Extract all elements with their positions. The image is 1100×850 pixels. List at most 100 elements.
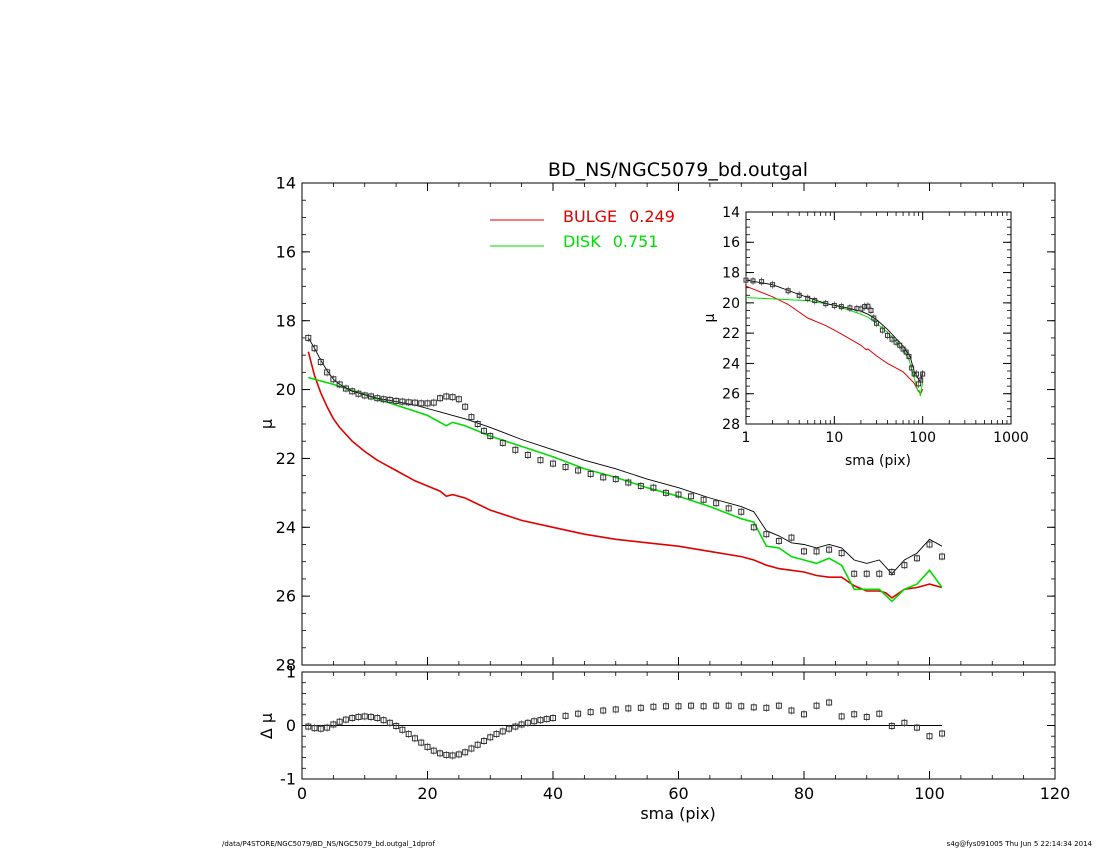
residual-y-axis-label: Δ μ: [257, 713, 276, 739]
data-point: [305, 334, 312, 341]
data-point: [380, 396, 387, 403]
data-point: [612, 706, 619, 713]
inset-x-axis-label: sma (pix): [845, 453, 911, 469]
data-point: [662, 489, 669, 496]
data-point: [443, 751, 450, 758]
inset-plot-background: [706, 200, 1036, 470]
data-point: [675, 703, 682, 710]
y-tick-label: 26: [722, 387, 740, 403]
data-point: [913, 555, 920, 562]
data-point: [430, 747, 437, 754]
x-tick-label: 20: [417, 784, 437, 803]
data-point: [411, 735, 418, 742]
residual-plot: 0 20 40 60 80 100 120-101 sma (pix) Δ μ: [257, 663, 1070, 823]
data-point: [900, 346, 906, 352]
data-point: [317, 359, 324, 366]
data-point: [865, 303, 871, 309]
data-point: [487, 433, 494, 440]
data-point: [311, 725, 318, 732]
data-point: [342, 385, 349, 392]
x-tick-label: 60: [668, 784, 688, 803]
data-point: [462, 403, 469, 410]
data-point: [939, 553, 946, 560]
data-point: [801, 711, 807, 718]
data-point: [906, 354, 912, 360]
y-tick-label: 24: [276, 518, 296, 537]
data-point: [851, 711, 858, 718]
data-point: [487, 734, 494, 741]
data-point: [862, 304, 868, 310]
y-tick-label: 18: [722, 265, 740, 281]
data-point: [349, 388, 356, 395]
data-point: [449, 752, 456, 759]
data-point: [688, 702, 695, 709]
data-point: [763, 531, 770, 538]
legend-disk-label: DISK 0.751: [563, 232, 659, 251]
data-point: [600, 707, 607, 714]
data-point: [926, 733, 933, 740]
data-point: [575, 710, 582, 717]
bulge-line: [307, 351, 943, 599]
main-axis-ticks: 14 16 18 20 22 24 26 28: [276, 174, 1056, 675]
y-tick-label: 14: [722, 205, 740, 221]
data-point: [330, 721, 337, 728]
data-point: [336, 381, 343, 388]
data-point: [587, 470, 594, 477]
data-point: [537, 457, 544, 464]
data-point: [455, 751, 462, 758]
residual-series-group: [302, 698, 946, 760]
data-point: [879, 327, 885, 333]
data-point: [909, 365, 915, 371]
footer-timestamp: s4g@fys091005 Thu Jun 5 22:14:34 2014: [946, 840, 1092, 848]
x-tick-label: 100: [909, 430, 936, 446]
data-point: [913, 724, 920, 731]
data-point: [424, 743, 431, 750]
data-point: [455, 396, 462, 403]
y-tick-label: 20: [722, 296, 740, 312]
y-tick-label: 18: [276, 311, 296, 330]
data-point: [405, 399, 412, 406]
data-point: [355, 390, 362, 397]
data-point: [788, 534, 795, 541]
data-point: [518, 721, 525, 728]
data-point: [399, 398, 406, 405]
data-point: [499, 728, 506, 735]
data-point: [785, 288, 791, 294]
data-point: [380, 717, 387, 724]
data-point: [342, 716, 349, 723]
data-point: [612, 476, 619, 483]
y-tick-label: 28: [276, 656, 296, 675]
data-point: [826, 699, 833, 706]
data-point: [700, 703, 707, 710]
x-tick-label: 1000: [993, 430, 1029, 446]
data-point: [918, 377, 924, 383]
data-point: [901, 562, 908, 569]
data-point: [550, 715, 556, 722]
data-point: [512, 723, 519, 730]
data-point: [888, 569, 895, 576]
data-point: [750, 524, 757, 531]
y-tick-label: 16: [722, 235, 740, 251]
data-point: [743, 277, 749, 283]
y-tick-label: 14: [276, 174, 296, 193]
residual-x-axis-label: sma (pix): [640, 804, 715, 823]
y-tick-label: 28: [722, 417, 740, 433]
y-tick-label: 1: [286, 663, 296, 682]
data-point: [826, 546, 833, 553]
main-y-axis-label: μ: [257, 419, 276, 429]
data-point: [939, 730, 946, 737]
y-tick-label: 22: [276, 449, 296, 468]
data-point: [876, 570, 883, 577]
data-point: [759, 279, 765, 285]
data-point: [770, 282, 776, 288]
data-point: [468, 745, 475, 752]
data-point: [575, 467, 582, 474]
data-point: [587, 709, 594, 716]
data-point: [805, 295, 811, 301]
data-point: [324, 724, 331, 731]
data-point: [437, 750, 444, 757]
y-tick-label: 26: [276, 587, 296, 606]
data-point: [926, 541, 933, 548]
data-point: [405, 731, 412, 738]
